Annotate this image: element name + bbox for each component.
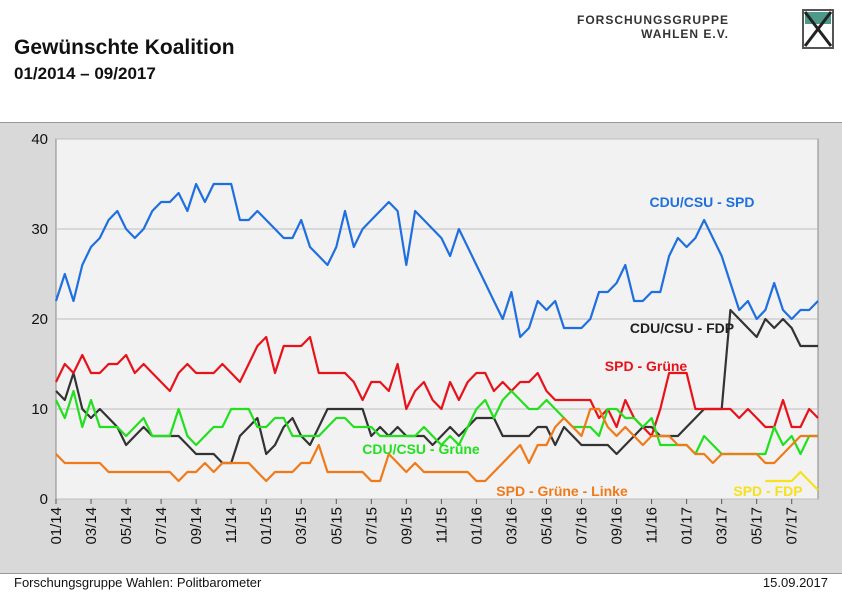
x-tick-label: 07/17 [784, 507, 801, 545]
x-tick-label: 03/14 [83, 507, 100, 545]
x-tick-label: 01/17 [679, 507, 696, 545]
series-label: SPD - FDP [733, 483, 802, 499]
x-tick-label: 11/15 [433, 507, 450, 543]
footer-source: Forschungsgruppe Wahlen: Politbarometer [14, 575, 262, 590]
x-tick-label: 05/16 [538, 507, 555, 545]
series-label: SPD - Grüne - Linke [496, 483, 628, 499]
x-tick-label: 07/15 [363, 507, 380, 545]
x-tick-label: 03/16 [503, 507, 520, 545]
x-tick-label: 07/16 [574, 507, 591, 545]
x-tick-label: 05/17 [749, 507, 766, 545]
x-tick-label: 09/16 [609, 507, 626, 545]
chart-panel: 0 10 20 30 40 01/14 03/14 05/14 07/14 09/14 11/14 0… [0, 122, 842, 574]
y-tick-label: 30 [31, 221, 48, 238]
x-tick-label: 01/15 [258, 507, 275, 545]
footer-date: 15.09.2017 [762, 575, 828, 590]
series-label: CDU/CSU - Grüne [362, 441, 480, 457]
logo-text-line2: WAHLEN E.V. [641, 27, 729, 41]
series-label: CDU/CSU - FDP [630, 320, 734, 336]
series-label: SPD - Grüne [605, 358, 688, 374]
x-tick-label: 11/14 [223, 507, 240, 543]
series-label: CDU/CSU - SPD [649, 194, 754, 210]
y-tick-label: 0 [40, 491, 48, 508]
y-tick-label: 20 [31, 311, 48, 328]
x-tick-label: 01/14 [48, 507, 65, 545]
x-tick-label: 09/14 [188, 507, 205, 545]
x-tick-label: 05/15 [328, 507, 345, 545]
page-title: Gewünschte Koalition [14, 36, 235, 59]
logo-text-line1: FORSCHUNGSGRUPPE [576, 13, 729, 27]
page-subtitle: 01/2014 – 09/2017 [14, 64, 156, 83]
x-tick-label: 05/14 [118, 507, 135, 545]
series-line [54, 182, 819, 339]
y-tick-label: 10 [31, 401, 48, 418]
series-line [55, 407, 818, 483]
line-chart: 0 10 20 30 40 01/14 03/14 05/14 07/14 09/14 11/14 0… [31, 131, 819, 545]
series-line [55, 335, 819, 438]
series-line [765, 470, 819, 491]
x-tick-label: 09/15 [398, 507, 415, 545]
x-tick-label: 03/15 [293, 507, 310, 545]
x-tick-label: 01/16 [468, 507, 485, 545]
x-tick-label: 03/17 [714, 507, 731, 545]
x-tick-label: 07/14 [153, 507, 170, 545]
x-tick-label: 11/16 [644, 507, 661, 543]
y-tick-label: 40 [31, 131, 48, 148]
logo-x-icon [802, 9, 834, 49]
